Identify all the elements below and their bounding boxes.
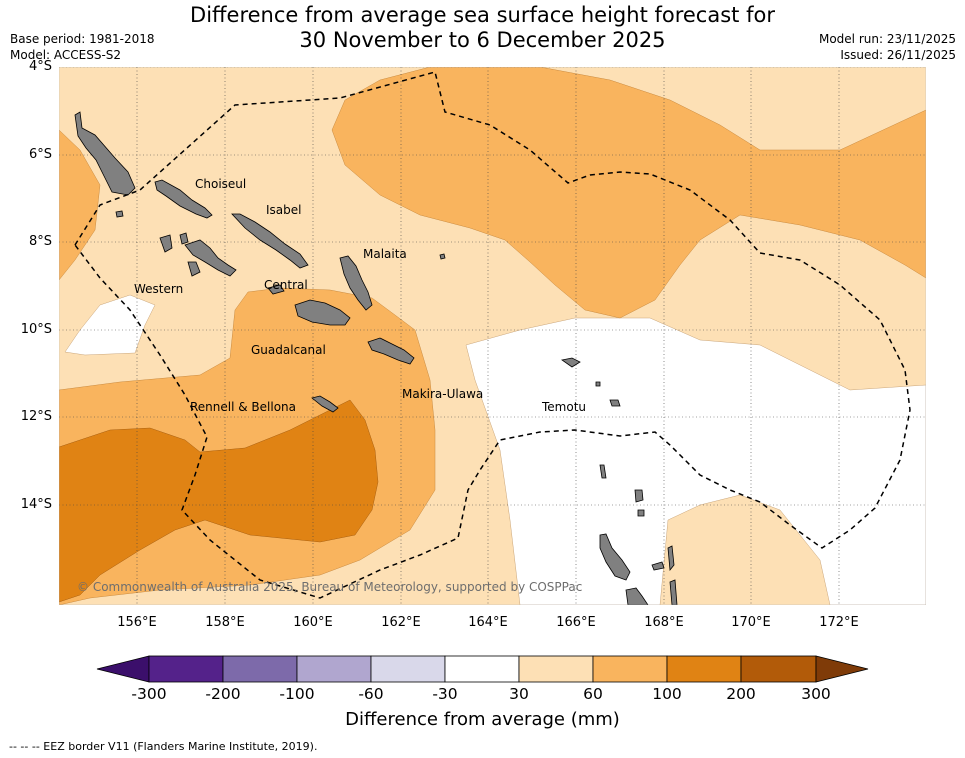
- eez-legend-note: -- -- -- EEZ border V11 (Flanders Marine…: [9, 740, 318, 753]
- colorbar-swatch-2: [222, 655, 298, 683]
- contour-white-west: [64, 294, 156, 356]
- contour-100-200: [59, 399, 379, 603]
- island-choiseul: [154, 179, 213, 219]
- colorbar-swatch-1: [148, 655, 224, 683]
- lon-label-156e: 156°E: [117, 615, 157, 630]
- island-vanua-lava: [634, 489, 644, 503]
- island-florida: [267, 284, 285, 295]
- lon-label-170e: 170°E: [731, 615, 771, 630]
- model-run-label: Model run: 23/11/2025: [818, 32, 956, 46]
- lat-label-6s: 6°S: [28, 147, 52, 162]
- island-ontong-java: [439, 253, 446, 260]
- colorbar-label-5: -30: [432, 685, 458, 703]
- colorbar-swatch-8: [666, 655, 742, 683]
- copyright-notice: © Commonwealth of Australia 2025, Bureau…: [77, 580, 583, 594]
- colorbar-swatch-6: [518, 655, 594, 683]
- island-isabel: [231, 213, 309, 269]
- colorbar-label-9: 200: [726, 685, 756, 703]
- region-label-malaita: Malaita: [363, 247, 407, 261]
- island-guadalcanal: [294, 299, 351, 326]
- lat-label-10s: 10°S: [20, 322, 52, 337]
- lat-label-14s: 14°S: [20, 497, 52, 512]
- island-shortland: [115, 210, 124, 218]
- colorbar-label-6: 30: [509, 685, 529, 703]
- island-santa-cruz: [561, 357, 581, 368]
- colorbar-label-1: -300: [131, 685, 167, 703]
- island-malekula: [625, 587, 649, 605]
- lon-label-164e: 164°E: [468, 615, 508, 630]
- issued-label: Issued: 26/11/2025: [840, 48, 956, 62]
- region-label-rennell-bellona: Rennell & Bellona: [190, 400, 297, 414]
- island-malaita: [339, 255, 373, 311]
- colorbar-min-arrow: [96, 655, 150, 683]
- lat-label-8s: 8°S: [28, 234, 52, 249]
- colorbar-label-10: 300: [801, 685, 831, 703]
- lon-label-158e: 158°E: [205, 615, 245, 630]
- region-label-central: Central: [264, 278, 308, 292]
- contour-60-100-west: [59, 129, 101, 281]
- island-small-4: [599, 464, 607, 479]
- colorbar-swatch-3: [296, 655, 372, 683]
- contour-60-100-north: [331, 67, 926, 319]
- region-label-choiseul: Choiseul: [195, 177, 247, 191]
- island-pentecost: [669, 579, 678, 605]
- colorbar-swatch-5: [444, 655, 520, 683]
- island-makira: [367, 337, 415, 365]
- colorbar-label-4: -60: [358, 685, 384, 703]
- colorbar-label-8: 100: [652, 685, 682, 703]
- land-masses: [74, 111, 678, 605]
- island-maewo: [667, 545, 675, 572]
- island-vella-lavella: [159, 234, 173, 253]
- meta-right: Model run: 23/11/2025 Issued: 26/11/2025: [819, 31, 956, 63]
- map-area: [59, 67, 926, 605]
- colorbar-title: Difference from average (mm): [345, 709, 620, 730]
- island-rennell: [311, 395, 339, 413]
- title-line-2: 30 November to 6 December 2025: [299, 28, 666, 52]
- lat-label-4s: 4°S: [28, 59, 52, 74]
- region-label-temotu: Temotu: [542, 400, 587, 414]
- island-bougainville: [74, 111, 136, 196]
- colorbar-swatch-7: [592, 655, 668, 683]
- island-rendova: [187, 261, 201, 277]
- lon-label-168e: 168°E: [644, 615, 684, 630]
- model-label: Model: ACCESS-S2: [10, 48, 122, 62]
- colorbar-max-arrow: [815, 655, 869, 683]
- colorbar-label-2: -200: [205, 685, 241, 703]
- title-line-1: Difference from average sea surface heig…: [190, 3, 775, 27]
- contour-white-east: [465, 317, 926, 605]
- colorbar-swatch-4: [370, 655, 446, 683]
- colorbar-swatch-9: [740, 655, 817, 683]
- meta-left: Base period: 1981-2018 Model: ACCESS-S2: [10, 31, 155, 63]
- island-ambae: [651, 561, 665, 571]
- base-period-label: Base period: 1981-2018: [10, 32, 155, 46]
- colorbar-label-7: 60: [583, 685, 603, 703]
- chart-title: Difference from average sea surface heig…: [0, 3, 965, 53]
- region-label-western: Western: [134, 282, 184, 296]
- colorbar: [96, 655, 869, 683]
- island-small-3: [637, 509, 645, 517]
- graticule: [59, 67, 926, 605]
- island-espiritu-santo: [599, 533, 631, 581]
- lon-label-162e: 162°E: [381, 615, 421, 630]
- island-small-1: [179, 232, 189, 245]
- lon-label-172e: 172°E: [819, 615, 859, 630]
- eez-border: [74, 71, 911, 599]
- island-small-2: [595, 381, 601, 387]
- island-vanikoro: [609, 399, 621, 407]
- region-label-makira-ulawa: Makira-Ulawa: [402, 387, 484, 401]
- region-label-guadalcanal: Guadalcanal: [251, 343, 326, 357]
- island-new-georgia: [184, 239, 237, 277]
- lat-label-12s: 12°S: [20, 409, 52, 424]
- lon-label-160e: 160°E: [293, 615, 333, 630]
- region-label-isabel: Isabel: [266, 203, 302, 217]
- colorbar-label-3: -100: [279, 685, 315, 703]
- lon-label-166e: 166°E: [556, 615, 596, 630]
